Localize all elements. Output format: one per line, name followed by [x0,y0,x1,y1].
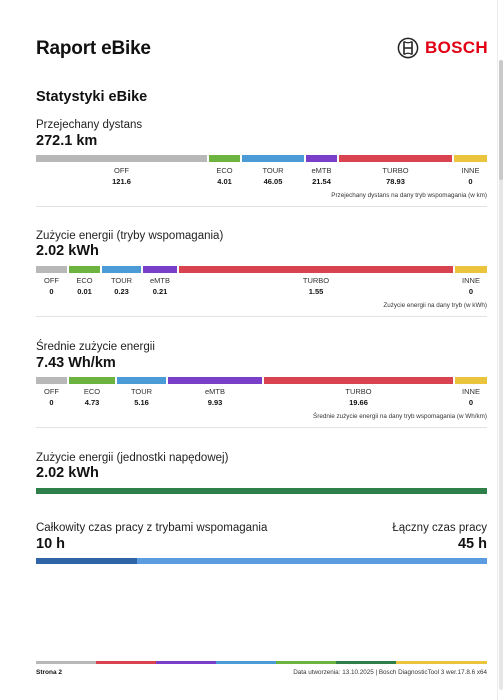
distance-seg-emtb [306,155,337,162]
total-time-label: Łączny czas pracy [392,522,487,534]
time-bar [36,558,487,564]
avg-seg-emtb [168,377,262,384]
mode-value: 5.16 [134,398,149,407]
avg-seg-inne [455,377,487,384]
drive-energy-label: Zużycie energii (jednostki napędowej) [36,452,229,464]
page-edge [497,0,498,700]
avg-seg-turbo [264,377,453,384]
mode-value: 0.21 [152,287,168,296]
report-title: Raport eBike [36,38,151,59]
mode-value: 0 [468,287,474,296]
energy-modes-legend: OFF 0 ECO 0.01 TOUR 0.23 eMTB 0.21 TURBO 1.55… [36,275,487,297]
energy-seg-eco [69,266,100,273]
mode-value: 0 [468,177,473,186]
scrollbar[interactable] [499,60,503,690]
mode-value: 4.73 [84,398,100,407]
mode-value: 4.01 [217,177,232,186]
mode-value: 0.23 [114,287,129,296]
drive-energy-total: 2.02 kWh [36,465,99,481]
energy-seg-inne [455,266,487,273]
mode-label: INNE [462,276,480,285]
energy-seg-emtb [143,266,177,273]
footer-color-rule [36,661,487,664]
assist-time-value: 10 h [36,536,66,552]
mode-value: 9.93 [207,398,223,407]
mode-label: TURBO [382,166,409,175]
assist-time-label: Całkowity czas pracy z trybami wspomagan… [36,522,268,534]
time-bar-assist [36,558,137,564]
mode-label: TOUR [110,276,133,285]
energy-modes-bar [36,266,487,273]
energy-seg-off [36,266,67,273]
distance-seg-turbo [339,155,452,162]
avg-energy-bar [36,377,487,384]
energy-modes-label: Zużycie energii (tryby wspomagania) [36,230,224,242]
mode-label: TOUR [262,166,284,175]
scrollbar-thumb[interactable] [499,60,503,180]
mode-value: 121.6 [112,177,131,186]
mode-label: OFF [114,166,129,175]
mode-label: OFF [44,276,59,285]
distance-seg-eco [209,155,240,162]
mode-label: INNE [461,166,480,175]
mode-label: ECO [76,276,93,285]
distance-legend: OFF 121.6 ECO 4.01 TOUR 46.05 eMTB 21.54 TUR… [36,165,487,187]
avg-seg-eco [69,377,115,384]
brand-logo: BOSCH [397,37,488,59]
mode-value: 0.01 [77,287,92,296]
mode-label: eMTB [149,276,170,285]
mode-value: 0 [49,398,54,407]
mode-value: 0 [468,398,474,407]
total-time-value: 45 h [457,536,487,552]
mode-label: eMTB [311,166,332,175]
distance-seg-inne [454,155,487,162]
mode-label: ECO [216,166,233,175]
mode-label: TURBO [345,387,372,396]
bosch-armature-icon [397,37,419,59]
mode-value: 21.54 [312,177,331,186]
brand-wordmark: BOSCH [425,38,488,57]
distance-bar [36,155,487,162]
distance-seg-off [36,155,207,162]
drive-energy-bar [36,488,487,494]
energy-modes-total: 2.02 kWh [36,243,99,259]
avg-seg-tour [117,377,166,384]
divider [36,427,487,428]
avg-energy-legend: OFF 0 ECO 4.73 TOUR 5.16 eMTB 9.93 TURBO 19.6… [36,386,487,408]
avg-seg-off [36,377,67,384]
distance-label: Przejechany dystans [36,119,143,131]
energy-modes-note: Zużycie energii na dany tryb (w kWh) [383,302,487,309]
mode-value: 1.55 [308,287,324,296]
time-bar-total [137,558,487,564]
mode-label: OFF [44,387,59,396]
section-title: Statystyki eBike [36,89,148,105]
avg-energy-total: 7.43 Wh/km [36,355,116,371]
avg-energy-label: Średnie zużycie energii [36,341,155,353]
mode-value: 46.05 [263,177,283,186]
distance-total: 272.1 km [36,133,98,149]
energy-seg-turbo [179,266,453,273]
divider [36,206,487,207]
mode-label: INNE [462,387,480,396]
mode-value: 0 [49,287,54,296]
avg-energy-note: Średnie zużycie energii na dany tryb wsp… [313,413,487,420]
mode-value: 78.93 [386,177,405,186]
mode-label: TURBO [302,276,330,285]
page-number: Strona 2 [36,669,63,676]
mode-label: TOUR [130,387,153,396]
energy-seg-tour [102,266,141,273]
mode-label: ECO [83,387,101,396]
divider [36,316,487,317]
mode-label: eMTB [204,387,225,396]
distance-note: Przejechany dystans na dany tryb wspomag… [331,192,487,199]
mode-value: 19.66 [349,398,368,407]
footer-info: Data utworzenia: 13.10.2025 | Bosch Diag… [293,669,487,676]
distance-seg-tour [242,155,304,162]
